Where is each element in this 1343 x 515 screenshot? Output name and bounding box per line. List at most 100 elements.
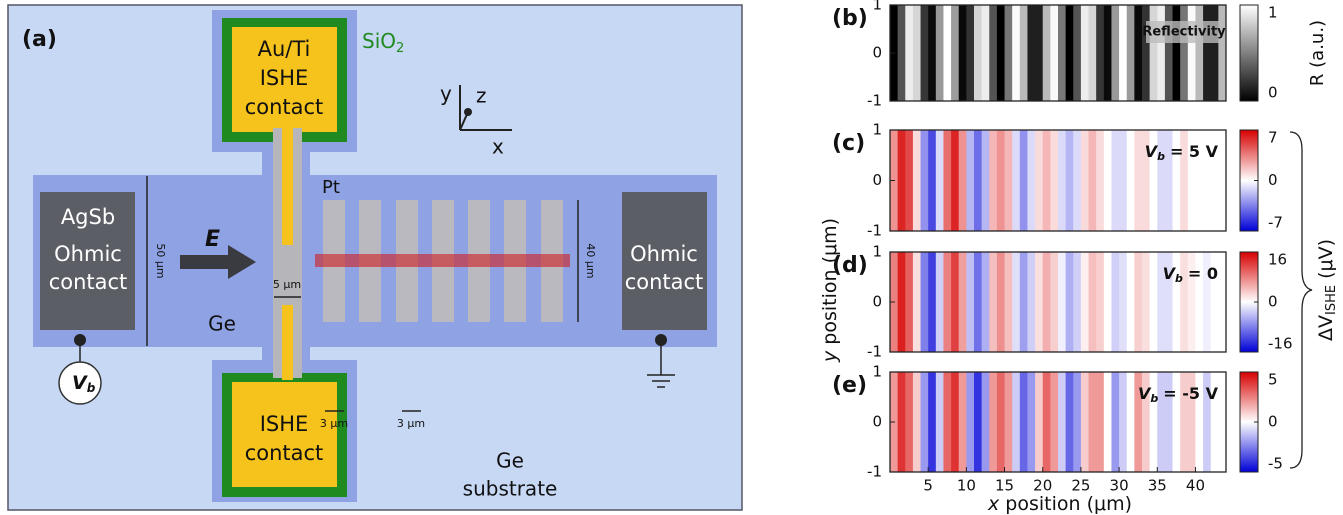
heatmap-cell xyxy=(1104,130,1112,231)
heatmap-cell xyxy=(1012,5,1020,101)
heatmap-cell xyxy=(1150,5,1158,101)
y-tick-label: -1 xyxy=(867,463,882,481)
heatmap-cell xyxy=(974,5,982,101)
heatmap-cell xyxy=(1066,130,1074,231)
heatmap-cell xyxy=(928,252,936,352)
colorbar-tick-label: 0 xyxy=(1268,293,1278,311)
panel-label: (a) xyxy=(22,27,57,52)
heatmap-cell xyxy=(928,130,936,231)
axis-dot xyxy=(464,108,472,116)
heatmap-cell xyxy=(921,5,929,101)
heatmap-cell xyxy=(1073,252,1081,352)
panel-label: (e) xyxy=(832,373,867,398)
annotation: Vb= -5 V xyxy=(1138,384,1219,406)
heatmap-cell xyxy=(1119,5,1127,101)
x-rest: position (μm) xyxy=(1005,493,1132,515)
heatmap-cell xyxy=(974,252,982,352)
heatmap-cell xyxy=(1012,130,1020,231)
heatmap-cell xyxy=(1134,5,1142,101)
heatmap-cell xyxy=(951,130,959,231)
y-rest: position (μm) xyxy=(819,218,841,345)
sio2-sub: 2 xyxy=(396,41,404,56)
colorbar-tick-label: 0 xyxy=(1268,171,1278,189)
heatmap-cell xyxy=(1012,252,1020,352)
colorbar-tick-label: 1 xyxy=(1268,4,1278,22)
heatmap-cell xyxy=(1127,130,1135,231)
heatmap-cell xyxy=(1043,252,1051,352)
heatmap-cell xyxy=(1180,5,1188,101)
heatmap-cell xyxy=(951,252,959,352)
heatmap-cell xyxy=(1134,130,1142,231)
colorbar-tick-label: -7 xyxy=(1268,214,1283,232)
heatmap-cell xyxy=(1027,130,1035,231)
heatmap-cell xyxy=(1050,5,1058,101)
heatmap-cell xyxy=(1020,5,1028,101)
x-var: x xyxy=(987,493,1000,515)
y-tick-label: 0 xyxy=(872,171,882,189)
x-tick-label: 40 xyxy=(1186,477,1205,495)
heatmap-cell xyxy=(1020,372,1028,472)
heatmap-cell xyxy=(989,372,997,472)
heatmap-cell xyxy=(1005,5,1013,101)
heatmap-cell xyxy=(943,252,951,352)
heatmap-cell xyxy=(1043,372,1051,472)
ge-label: Ge xyxy=(208,312,236,336)
heatmap-cell xyxy=(1188,5,1196,101)
heatmap-cell xyxy=(1012,372,1020,472)
ann-rest: = -5 V xyxy=(1163,384,1218,403)
heatmap-cell xyxy=(1111,372,1119,472)
heatmap-cell xyxy=(921,252,929,352)
heatmap-cell xyxy=(1142,252,1150,352)
heatmap-cell xyxy=(1073,5,1081,101)
heatmap-cell xyxy=(1027,252,1035,352)
heatmap-cell xyxy=(1218,5,1226,101)
heatmap-cell xyxy=(1058,130,1066,231)
heatmap-cell xyxy=(1035,130,1043,231)
heatmap-cell xyxy=(1081,130,1089,231)
heatmap-cell xyxy=(1005,372,1013,472)
heatmap-cell xyxy=(943,130,951,231)
heatmap-cell xyxy=(943,372,951,472)
heatmap-cell xyxy=(959,130,967,231)
heatmap-cell xyxy=(959,252,967,352)
heatmap-cell xyxy=(966,252,974,352)
heatmap-cell xyxy=(1035,252,1043,352)
heatmap-cell xyxy=(1127,372,1135,472)
heatmap-cell xyxy=(1203,5,1211,101)
heatmap-cell xyxy=(1081,372,1089,472)
substrate-label: Ge xyxy=(496,449,524,473)
heatmap-cell xyxy=(1081,5,1089,101)
heatmap-cell xyxy=(928,372,936,472)
heatmap-cell xyxy=(959,372,967,472)
dimension-label: 40 µm xyxy=(584,243,597,278)
heatmap-cell xyxy=(1089,130,1097,231)
y-tick-label: 0 xyxy=(872,44,882,62)
heatmap-cell xyxy=(989,130,997,231)
heatmap-cell xyxy=(913,130,921,231)
heatmap-cell xyxy=(1119,130,1127,231)
brace xyxy=(1290,132,1312,468)
heatmap-cell xyxy=(913,252,921,352)
heatmap-cell xyxy=(1111,130,1119,231)
heatmap-cell xyxy=(905,130,913,231)
lead xyxy=(282,128,293,245)
heatmap-cell xyxy=(1096,252,1104,352)
heatmap-cell xyxy=(982,372,990,472)
heatmap-cell xyxy=(1089,252,1097,352)
colorbar-tick-label: 5 xyxy=(1268,371,1278,389)
x-axis-title: x position (μm) xyxy=(987,493,1132,515)
heatmap-cell xyxy=(974,372,982,472)
axis-label: z xyxy=(476,84,487,108)
heatmap-cell xyxy=(1066,252,1074,352)
heatmap-cell xyxy=(1027,372,1035,472)
heatmap-cell xyxy=(898,252,906,352)
panel-a: (a) Au/Ti ISHE contact SiO2 y z x AgSb O… xyxy=(8,5,742,510)
heatmap-cell xyxy=(1058,372,1066,472)
colorbar-tick-label: -16 xyxy=(1268,335,1293,353)
heatmap-cell xyxy=(1020,130,1028,231)
x-tick-label: 5 xyxy=(923,477,933,495)
heatmap-cell xyxy=(913,372,921,472)
heatmap-cell xyxy=(1173,5,1181,101)
y-var: y xyxy=(819,350,841,363)
heatmap-cell xyxy=(1119,252,1127,352)
